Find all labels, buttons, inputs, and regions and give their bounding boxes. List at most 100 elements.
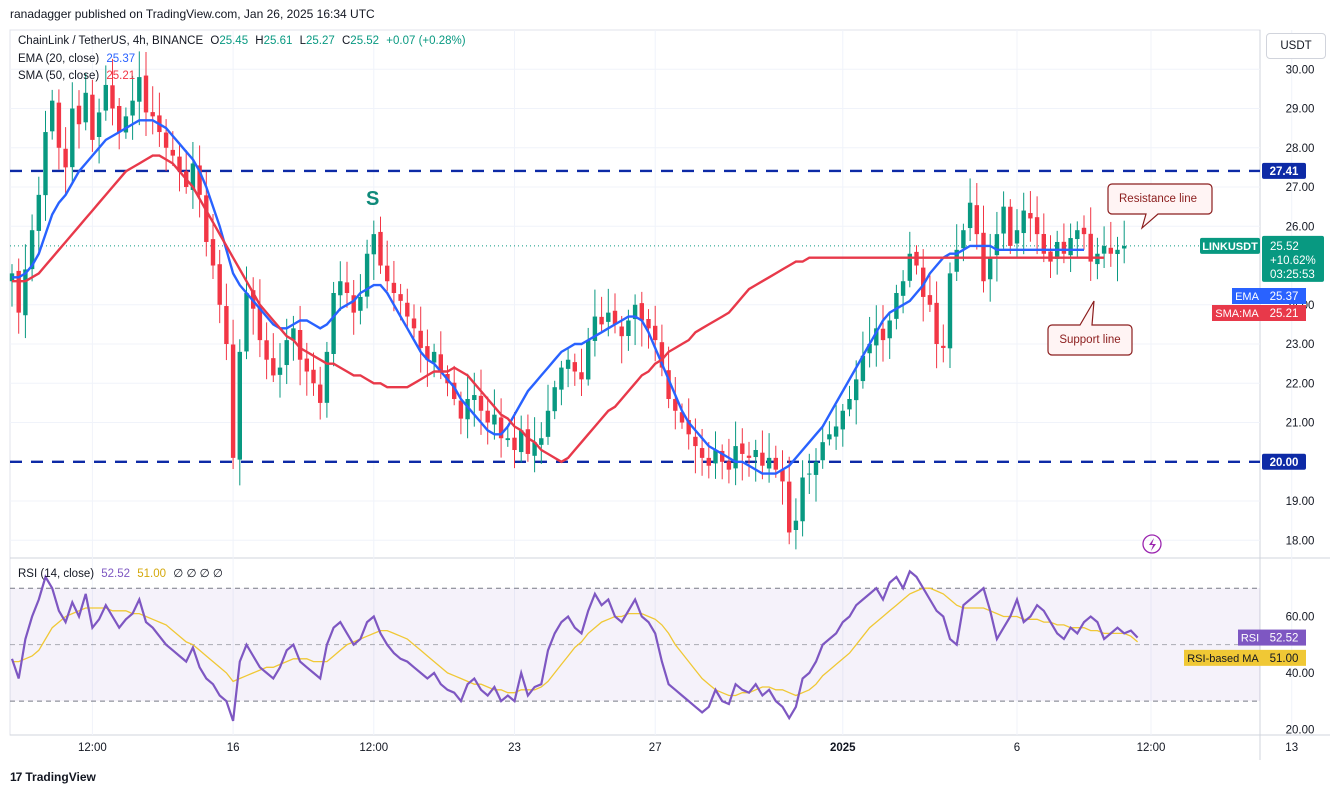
candle-body [740, 443, 745, 454]
candle-body [230, 344, 236, 458]
candle-body [720, 450, 725, 462]
price-tick-label: 18.00 [1286, 535, 1315, 547]
sma-legend[interactable]: SMA (50, close) 25.21 [18, 70, 139, 82]
support-label: Support line [1059, 334, 1120, 346]
candle-body [405, 302, 410, 317]
rsi-tick-label: 40.00 [1286, 668, 1315, 680]
candle-body [371, 234, 376, 255]
sma-tag-value: 25.21 [1270, 308, 1299, 320]
rsi-tick-label: 60.00 [1286, 611, 1315, 623]
tradingview-footer[interactable]: 17 TradingView [10, 770, 96, 784]
last-price-value: 25.52 [1270, 241, 1299, 253]
candle-body [854, 379, 859, 401]
candle-body [431, 351, 437, 363]
candle-body [907, 253, 912, 281]
candle-body [70, 108, 75, 168]
candle-body [659, 342, 665, 368]
time-tick-label: 2025 [830, 742, 856, 754]
candle-body [237, 351, 242, 460]
rsi-ma-legend-value: 51.00 [137, 568, 167, 580]
candle-body [1122, 245, 1127, 249]
candle-body [706, 457, 711, 466]
candle-body [170, 149, 175, 156]
open-label: O [210, 35, 220, 47]
candle-body [820, 442, 825, 461]
candle-body [760, 452, 765, 466]
candle-body [800, 477, 805, 522]
candle-body [639, 303, 644, 321]
candle-body [606, 312, 611, 322]
candle-body [177, 156, 182, 172]
candle-body [197, 165, 202, 195]
last-price-block [1262, 235, 1324, 282]
candle-body [418, 330, 423, 348]
candle-body [619, 326, 624, 337]
candle-body [16, 270, 21, 313]
currency-selector[interactable]: USDT [1266, 33, 1326, 59]
candle-body [525, 429, 531, 454]
candle-body [1081, 227, 1087, 235]
candle-body [485, 410, 490, 423]
candle-body [612, 310, 618, 325]
ema-legend-value: 25.37 [106, 53, 136, 65]
candle-body [411, 318, 417, 329]
rsi-legend[interactable]: RSI (14, close) 52.52 51.00 ∅ ∅ ∅ ∅ [18, 566, 227, 580]
price-tick-label: 27.00 [1286, 182, 1315, 194]
ema-tag-value-bg [1262, 288, 1306, 304]
resistance-label: Resistance line [1119, 193, 1197, 205]
candle-body [50, 100, 55, 132]
candle-body [793, 520, 799, 530]
price-tick-label: 21.00 [1286, 418, 1315, 430]
candle-body [324, 351, 330, 403]
candle-body [110, 85, 115, 109]
candle-body [941, 345, 946, 348]
sma-line [12, 154, 1105, 464]
change-value: +0.07 (+0.28%) [386, 35, 466, 47]
bottom-level-tag: 20.00 [1270, 457, 1299, 469]
candle-body [988, 257, 993, 280]
time-axis[interactable]: 12:001612:0023272025612:001312:002012:00… [78, 742, 1338, 754]
time-tick-label: 12:00 [1137, 742, 1166, 754]
candle-body [1014, 230, 1020, 244]
rsi-legend-extra: ∅ ∅ ∅ ∅ [173, 568, 223, 580]
candle-body [90, 94, 95, 140]
time-tick-label: 27 [649, 742, 662, 754]
candle-body [572, 362, 577, 372]
rsi-pane [10, 569, 1260, 722]
candle-body [56, 102, 62, 148]
support-callout [1047, 300, 1133, 356]
price-tick-label: 29.00 [1286, 104, 1315, 116]
rsi-ma-tag-label: RSI-based MA [1187, 653, 1259, 665]
candle-body [1034, 217, 1040, 235]
close-value: 25.52 [350, 35, 380, 47]
candle-body [204, 195, 209, 242]
candle-body [83, 92, 88, 123]
ema-tag-bg [1232, 288, 1262, 304]
candle-body [653, 325, 658, 341]
symbol-name[interactable]: ChainLink / TetherUS, 4h, BINANCE [18, 35, 204, 47]
candle-body [284, 340, 289, 366]
candle-body [934, 302, 939, 345]
candle-body [291, 328, 296, 341]
sma-legend-label: SMA (50, close) [18, 70, 100, 82]
candle-body [592, 316, 598, 341]
candle-body [894, 293, 899, 319]
candle-body [271, 358, 276, 376]
candle-body [827, 434, 832, 440]
candle-body [1095, 253, 1100, 265]
sma-tag-bg [1212, 305, 1262, 321]
candle-body [1088, 233, 1093, 262]
rsi-tag-bg [1238, 629, 1262, 646]
candle-body [679, 412, 685, 423]
candle-body [304, 358, 309, 372]
last-price-countdown: 03:25:53 [1270, 269, 1315, 281]
rsi-ma-tag-bg [1184, 649, 1262, 666]
candle-body [954, 249, 959, 272]
ema-legend[interactable]: EMA (20, close) 25.37 [18, 53, 139, 65]
resistance-callout [1107, 183, 1213, 230]
candle-body [840, 410, 845, 430]
candle-body [1068, 238, 1073, 256]
lightning-icon [1149, 538, 1156, 551]
candle-body [539, 438, 544, 445]
